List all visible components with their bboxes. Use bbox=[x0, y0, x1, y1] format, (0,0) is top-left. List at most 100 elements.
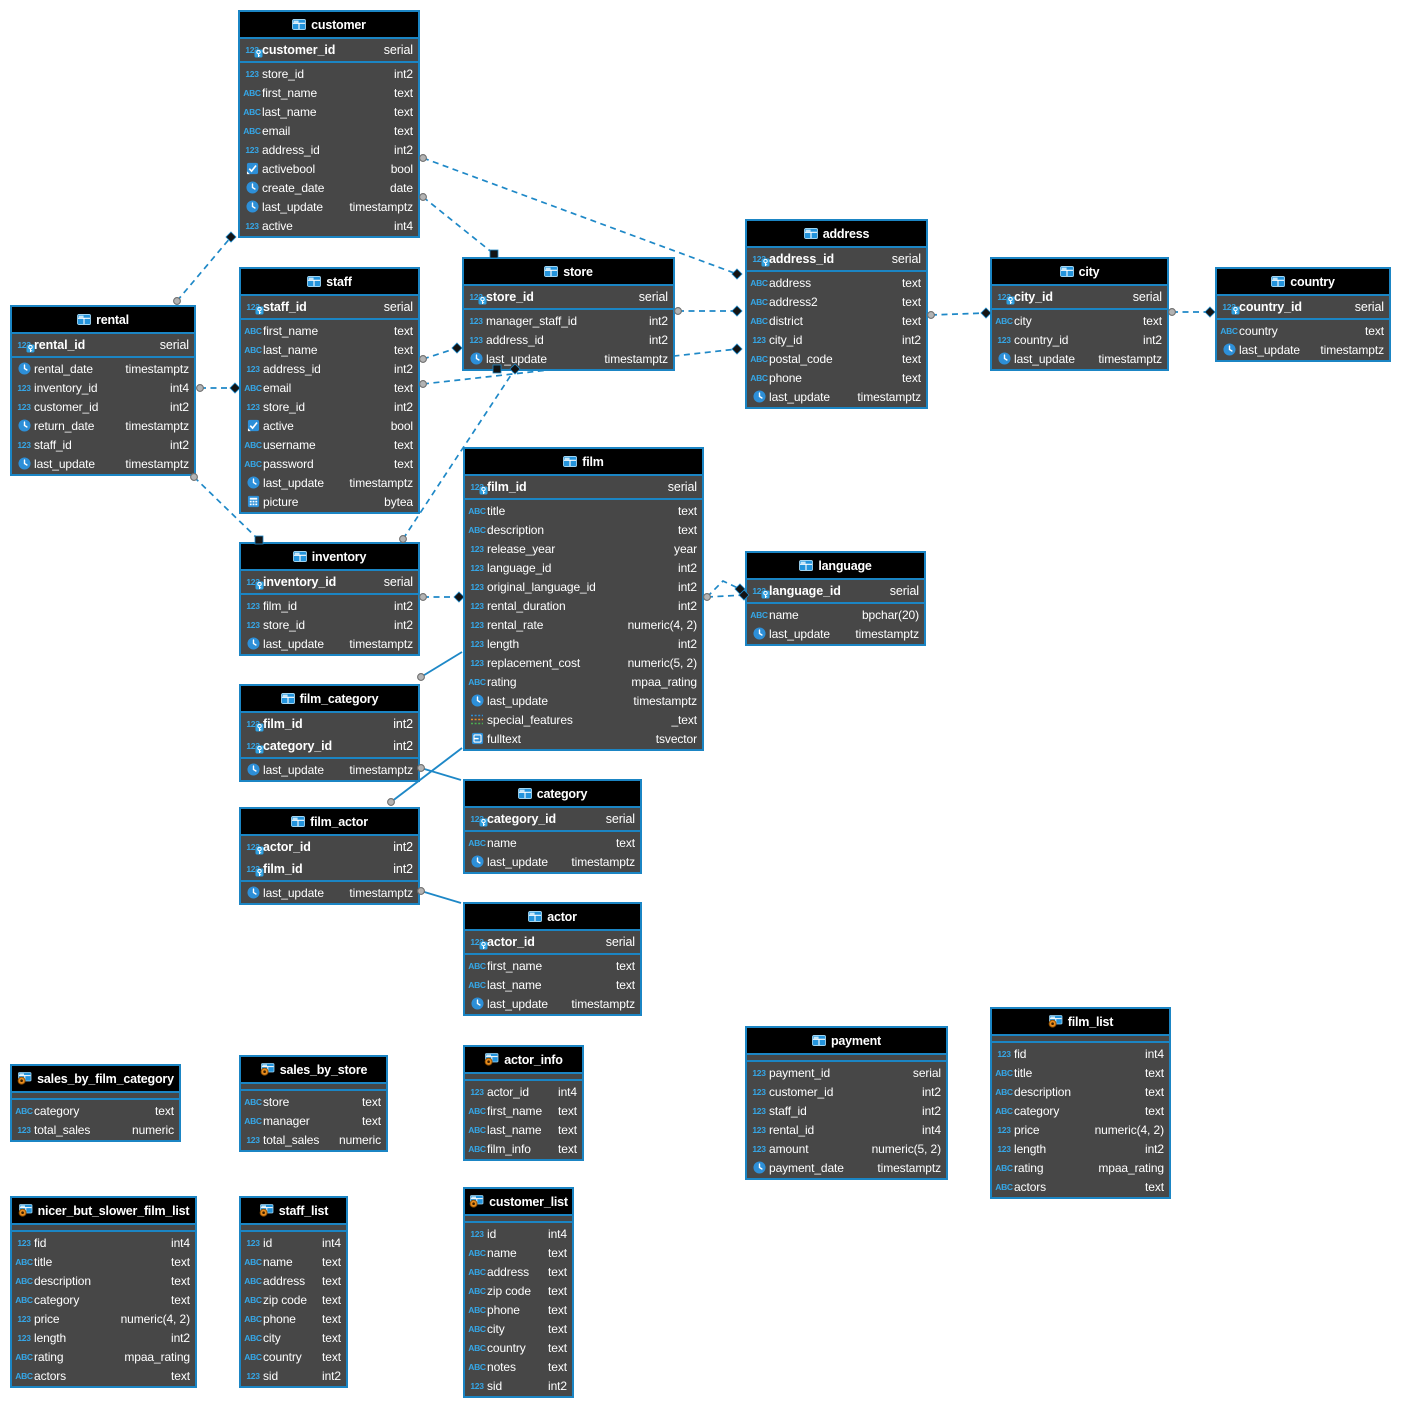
column-row[interactable]: 123 city_id int2 bbox=[747, 330, 926, 349]
entity-header[interactable]: city bbox=[992, 259, 1167, 284]
column-row[interactable]: ABC last_name text bbox=[465, 1120, 582, 1139]
column-row[interactable]: payment_date timestamptz bbox=[747, 1158, 946, 1177]
column-row[interactable]: 123 release_year year bbox=[465, 539, 702, 558]
column-row[interactable]: ABC description text bbox=[992, 1082, 1169, 1101]
column-row[interactable]: 123 store_id int2 bbox=[240, 64, 418, 83]
column-row[interactable]: ABC country text bbox=[1217, 321, 1389, 340]
entity-header[interactable]: payment bbox=[747, 1028, 946, 1053]
column-row[interactable]: 123 total_sales numeric bbox=[12, 1120, 179, 1139]
entity-staff[interactable]: staff 123 staff_id serial ABC first_name text A… bbox=[239, 267, 420, 514]
primary-key-row[interactable]: 123 city_id serial bbox=[992, 286, 1167, 308]
column-row[interactable]: 123 rental_duration int2 bbox=[465, 596, 702, 615]
relation-film_actor-actor[interactable] bbox=[420, 890, 462, 904]
entity-header[interactable]: rental bbox=[12, 307, 194, 332]
column-row[interactable]: 123 rental_rate numeric(4, 2) bbox=[465, 615, 702, 634]
column-row[interactable]: picture bytea bbox=[241, 492, 418, 511]
column-row[interactable]: 123 language_id int2 bbox=[465, 558, 702, 577]
primary-key-row[interactable]: 123 customer_id serial bbox=[240, 39, 418, 61]
entity-header[interactable]: sales_by_film_category bbox=[12, 1066, 179, 1091]
entity-film_actor[interactable]: film_actor 123 actor_id int2 123 film_id int2 l… bbox=[239, 807, 420, 905]
column-row[interactable]: last_update timestamptz bbox=[1217, 340, 1389, 359]
column-row[interactable]: ABC store text bbox=[241, 1092, 386, 1111]
entity-header[interactable]: language bbox=[747, 553, 924, 578]
relation-rental-customer[interactable] bbox=[176, 236, 232, 302]
column-row[interactable]: ABC first_name text bbox=[465, 1101, 582, 1120]
column-row[interactable]: last_update timestamptz bbox=[240, 197, 418, 216]
column-row[interactable]: ABC first_name text bbox=[241, 321, 418, 340]
column-row[interactable]: ABC category text bbox=[12, 1290, 195, 1309]
column-row[interactable]: ABC manager text bbox=[241, 1111, 386, 1130]
column-row[interactable]: ABC postal_code text bbox=[747, 349, 926, 368]
relation-film_category-film[interactable] bbox=[420, 651, 463, 678]
column-row[interactable]: ABC zip code text bbox=[465, 1281, 572, 1300]
entity-header[interactable]: staff bbox=[241, 269, 418, 294]
column-row[interactable]: rental_date timestamptz bbox=[12, 359, 194, 378]
column-row[interactable]: last_update timestamptz bbox=[241, 760, 418, 779]
column-row[interactable]: ABC address text bbox=[241, 1271, 346, 1290]
entity-film_list[interactable]: film_list 123 fid int4 ABC title text ABC descri… bbox=[990, 1007, 1171, 1199]
column-row[interactable]: 123 store_id int2 bbox=[241, 397, 418, 416]
column-row[interactable]: 123 address_id int2 bbox=[241, 359, 418, 378]
column-row[interactable]: 123 actor_id int4 bbox=[465, 1082, 582, 1101]
column-row[interactable]: 123 address_id int2 bbox=[240, 140, 418, 159]
entity-store[interactable]: store 123 store_id serial 123 manager_staff_i… bbox=[462, 257, 675, 371]
column-row[interactable]: 123 id int4 bbox=[465, 1224, 572, 1243]
primary-key-row[interactable]: 123 inventory_id serial bbox=[241, 571, 418, 593]
entity-category[interactable]: category 123 category_id serial ABC name text l… bbox=[463, 779, 642, 874]
column-row[interactable]: ABC district text bbox=[747, 311, 926, 330]
column-row[interactable]: 123 price numeric(4, 2) bbox=[992, 1120, 1169, 1139]
entity-sales_by_film_category[interactable]: sales_by_film_category ABC category text 123… bbox=[10, 1064, 181, 1142]
column-row[interactable]: 123 length int2 bbox=[12, 1328, 195, 1347]
entity-rental[interactable]: rental 123 rental_id serial rental_date times… bbox=[10, 305, 196, 476]
column-row[interactable]: ABC film_info text bbox=[465, 1139, 582, 1158]
column-row[interactable]: 123 customer_id int2 bbox=[747, 1082, 946, 1101]
column-row[interactable]: special_features _text bbox=[465, 710, 702, 729]
column-row[interactable]: 123 rental_id int4 bbox=[747, 1120, 946, 1139]
entity-header[interactable]: store bbox=[464, 259, 673, 284]
column-row[interactable]: ABC address text bbox=[465, 1262, 572, 1281]
column-row[interactable]: ABC name bpchar(20) bbox=[747, 605, 924, 624]
column-row[interactable]: 123 sid int2 bbox=[241, 1366, 346, 1385]
column-row[interactable]: ABC city text bbox=[241, 1328, 346, 1347]
column-row[interactable]: ABC last_name text bbox=[465, 975, 640, 994]
primary-key-row[interactable]: 123 staff_id serial bbox=[241, 296, 418, 318]
column-row[interactable]: 123 store_id int2 bbox=[241, 615, 418, 634]
entity-staff_list[interactable]: staff_list 123 id int4 ABC name text ABC address… bbox=[239, 1196, 348, 1388]
column-row[interactable]: ABC zip code text bbox=[241, 1290, 346, 1309]
primary-key-row[interactable]: 123 country_id serial bbox=[1217, 296, 1389, 318]
entity-language[interactable]: language 123 language_id serial ABC name bpcha… bbox=[745, 551, 926, 646]
column-row[interactable]: last_update timestamptz bbox=[241, 634, 418, 653]
entity-header[interactable]: actor bbox=[465, 904, 640, 929]
column-row[interactable]: 123 price numeric(4, 2) bbox=[12, 1309, 195, 1328]
entity-film[interactable]: film 123 film_id serial ABC title text ABC descr… bbox=[463, 447, 704, 751]
column-row[interactable]: ABC description text bbox=[12, 1271, 195, 1290]
column-row[interactable]: create_date date bbox=[240, 178, 418, 197]
column-row[interactable]: 123 address_id int2 bbox=[464, 330, 673, 349]
entity-film_category[interactable]: film_category 123 film_id int2 123 category_i… bbox=[239, 684, 420, 782]
entity-header[interactable]: customer_list bbox=[465, 1189, 572, 1214]
entity-header[interactable]: category bbox=[465, 781, 640, 806]
column-row[interactable]: ABC rating mpaa_rating bbox=[465, 672, 702, 691]
column-row[interactable]: ABC address2 text bbox=[747, 292, 926, 311]
column-row[interactable]: ABC notes text bbox=[465, 1357, 572, 1376]
relation-film_category-category[interactable] bbox=[420, 767, 462, 781]
column-row[interactable]: ABC email text bbox=[241, 378, 418, 397]
primary-key-row[interactable]: 123 actor_id serial bbox=[465, 931, 640, 953]
column-row[interactable]: ABC actors text bbox=[992, 1177, 1169, 1196]
entity-country[interactable]: country 123 country_id serial ABC country text… bbox=[1215, 267, 1391, 362]
entity-header[interactable]: address bbox=[747, 221, 926, 246]
entity-address[interactable]: address 123 address_id serial ABC address text… bbox=[745, 219, 928, 409]
column-row[interactable]: last_update timestamptz bbox=[464, 349, 673, 368]
column-row[interactable]: ABC country text bbox=[241, 1347, 346, 1366]
column-row[interactable]: ABC phone text bbox=[241, 1309, 346, 1328]
relation-staff-store[interactable] bbox=[422, 347, 458, 360]
column-row[interactable]: ABC city text bbox=[465, 1319, 572, 1338]
column-row[interactable]: active bool bbox=[241, 416, 418, 435]
entity-sales_by_store[interactable]: sales_by_store ABC store text ABC manager text… bbox=[239, 1055, 388, 1152]
column-row[interactable]: ABC country text bbox=[465, 1338, 572, 1357]
column-row[interactable]: ABC password text bbox=[241, 454, 418, 473]
column-row[interactable]: 123 payment_id serial bbox=[747, 1063, 946, 1082]
column-row[interactable]: 123 customer_id int2 bbox=[12, 397, 194, 416]
entity-header[interactable]: inventory bbox=[241, 544, 418, 569]
